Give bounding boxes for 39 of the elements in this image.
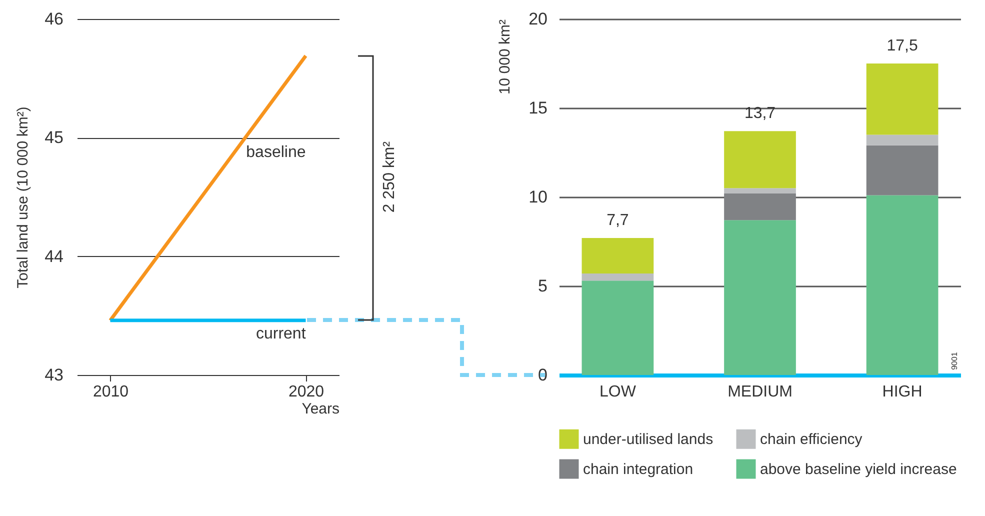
bar bbox=[582, 238, 654, 274]
legend-label: under-utilised lands bbox=[583, 431, 714, 448]
y-tick-label: 44 bbox=[44, 246, 64, 266]
x-tick-label: HIGH bbox=[882, 384, 922, 400]
y-axis-title: 10 000 km² bbox=[496, 20, 514, 95]
bar bbox=[724, 188, 796, 194]
bar bbox=[866, 134, 938, 146]
x-tick-label: 2020 bbox=[288, 384, 324, 400]
y-tick-label: 46 bbox=[44, 10, 64, 28]
bar bbox=[866, 195, 938, 375]
text: 2 250 km² bbox=[381, 140, 398, 213]
legend-label: chain efficiency bbox=[760, 431, 863, 448]
bar bbox=[724, 220, 796, 375]
y-tick-label: 45 bbox=[44, 128, 64, 148]
bar bbox=[866, 145, 938, 196]
total-label: 17,5 bbox=[886, 38, 918, 54]
series-label: current bbox=[256, 325, 306, 342]
y-tick-label: 43 bbox=[44, 366, 64, 384]
y-tick-label: 5 bbox=[538, 276, 548, 296]
bar bbox=[582, 280, 654, 375]
bar bbox=[866, 64, 938, 135]
x-tick-label: MEDIUM bbox=[728, 384, 792, 400]
y-tick-label: 20 bbox=[528, 10, 548, 28]
y-tick-label: 15 bbox=[528, 98, 548, 118]
legend-label: chain integration bbox=[583, 461, 694, 478]
total-label: 7,7 bbox=[606, 212, 629, 229]
bar bbox=[724, 193, 796, 220]
annotation: 9001 bbox=[950, 352, 959, 370]
series-label: baseline bbox=[246, 144, 306, 161]
x-tick-label: 2010 bbox=[92, 384, 129, 400]
bar bbox=[724, 131, 796, 188]
x-axis-title: Years bbox=[302, 400, 340, 418]
legend-label: above baseline yield increase bbox=[760, 461, 957, 478]
total-label: 13,7 bbox=[744, 105, 776, 122]
bar bbox=[582, 274, 654, 281]
y-axis-title: Total land use (10 000 km²) bbox=[14, 106, 32, 288]
x-tick-label: LOW bbox=[599, 384, 637, 400]
y-tick-label: 10 bbox=[528, 188, 548, 206]
y-tick-label: 0 bbox=[538, 366, 548, 384]
